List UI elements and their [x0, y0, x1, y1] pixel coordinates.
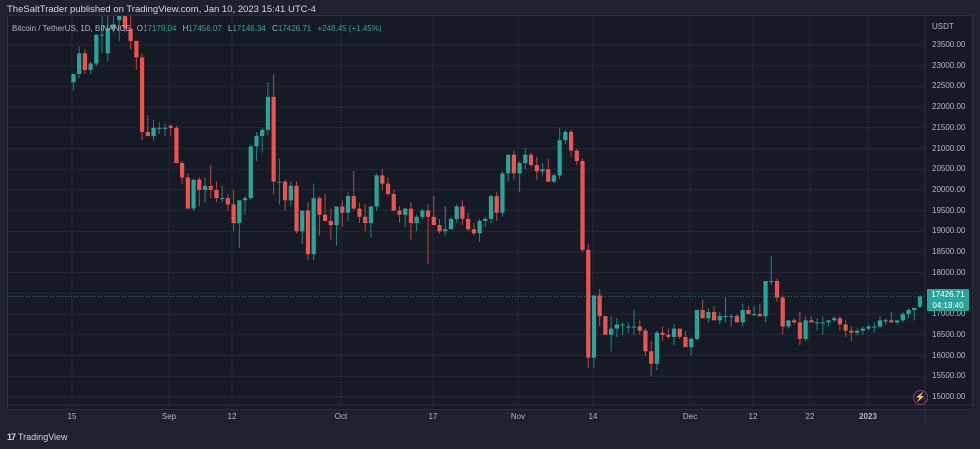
price-tick: 19500.00	[932, 205, 966, 215]
price-tick: 21500.00	[932, 122, 966, 132]
tradingview-brand: 17 TradingView	[7, 432, 68, 442]
brand-name: TradingView	[18, 432, 68, 442]
last-price-badge: 17426.71 04:18:40	[927, 289, 969, 312]
tradingview-logo-icon: 17	[7, 432, 16, 442]
price-tick: 23000.00	[932, 60, 966, 70]
price-tick: 18000.00	[932, 267, 966, 277]
time-tick: Oct	[334, 412, 348, 421]
price-tick: 16500.00	[932, 329, 966, 339]
time-tick: 15	[67, 412, 77, 421]
price-tick: 15000.00	[932, 391, 966, 401]
high-value: 17456.07	[188, 24, 222, 33]
close-value: 17426.71	[277, 24, 312, 33]
time-tick: 17	[428, 412, 438, 421]
price-tick: 20000.00	[932, 184, 966, 194]
time-tick: Nov	[510, 412, 526, 421]
low-value: 17146.34	[232, 24, 266, 33]
price-tick: 15500.00	[932, 371, 966, 381]
symbol-legend: Bitcoin / TetherUS, 1D, BINANCE O17179.0…	[12, 24, 382, 33]
time-tick: 12	[748, 412, 758, 421]
price-tick: 21000.00	[932, 143, 966, 153]
bar-countdown: 04:18:40	[932, 301, 964, 311]
price-tick: 20500.00	[932, 164, 966, 174]
price-tick: 22000.00	[932, 102, 966, 112]
open-value: 17179.04	[143, 24, 177, 33]
symbol-name[interactable]: Bitcoin / TetherUS, 1D, BINANCE	[12, 24, 131, 33]
time-tick: 22	[805, 412, 815, 421]
change-value: +248.45 (+1.45%)	[317, 24, 382, 33]
lightning-icon[interactable]: ⚡	[913, 390, 928, 405]
time-tick: Sep	[161, 412, 177, 421]
price-tick: 19000.00	[932, 226, 966, 236]
time-tick: Dec	[682, 412, 698, 421]
price-tick: 17000.00	[932, 309, 966, 319]
currency-label: USDT	[932, 22, 954, 31]
time-tick: 14	[588, 412, 598, 421]
price-tick: 23500.00	[932, 40, 966, 49]
publisher-line: TheSaltTrader published on TradingView.c…	[7, 4, 316, 15]
price-tick: 18500.00	[932, 247, 966, 256]
time-tick: 12	[227, 412, 237, 421]
price-tick: 16000.00	[932, 350, 966, 360]
time-tick: 2023	[859, 412, 877, 421]
last-price: 17426.71	[931, 290, 965, 300]
price-tick: 22500.00	[932, 81, 966, 91]
